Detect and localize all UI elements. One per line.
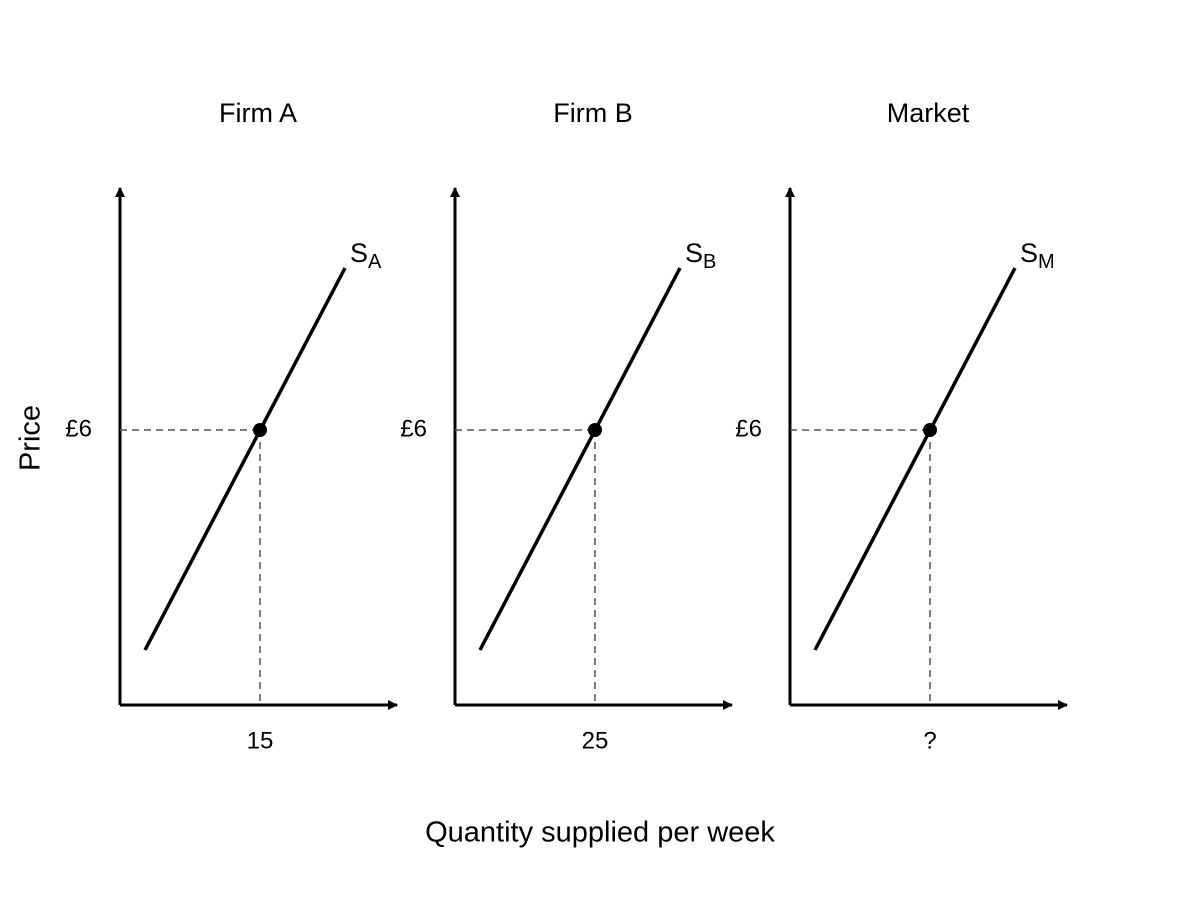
panel-title: Firm B (553, 98, 632, 128)
panel: Market £6? SM (735, 98, 1068, 754)
curve-label: SM (1020, 238, 1055, 273)
supply-curve (143, 267, 347, 651)
price-label: £6 (735, 415, 762, 442)
price-label: £6 (65, 415, 92, 442)
panel: Firm A £6 15 SA (65, 98, 398, 754)
panel: Firm B £6 25 SB (400, 98, 733, 754)
panel-title: Firm A (219, 98, 297, 128)
point (588, 423, 602, 437)
curve-subscript: B (703, 251, 716, 273)
curve-label: SA (350, 238, 382, 273)
curve-label: SB (685, 238, 716, 273)
quantity-label: 25 (582, 727, 609, 754)
y-axis-label: Price (15, 405, 47, 471)
supply-curve (478, 267, 682, 651)
point (923, 423, 937, 437)
quantity-label: ? (923, 727, 936, 754)
curve-name: S (685, 238, 703, 268)
supply-curve (813, 267, 1017, 651)
curve-subscript: M (1038, 251, 1055, 273)
x-axis-label: Quantity supplied per week (425, 817, 775, 849)
price-label: £6 (400, 415, 427, 442)
curve-subscript: A (368, 251, 382, 273)
curve-name: S (350, 238, 368, 268)
point (253, 423, 267, 437)
curve-name: S (1020, 238, 1038, 268)
panel-title: Market (887, 98, 970, 128)
quantity-label: 15 (247, 727, 274, 754)
